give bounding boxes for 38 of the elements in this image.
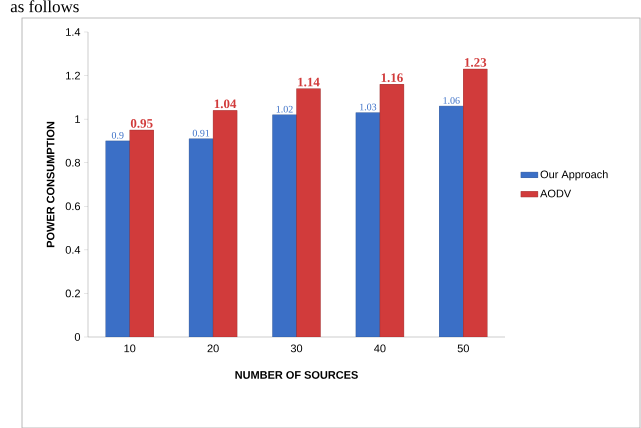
bar <box>106 140 130 337</box>
x-axis-title: NUMBER OF SOURCES <box>235 371 358 379</box>
data-label: 1.03 <box>360 104 376 110</box>
legend-label: Our Approach <box>540 170 608 180</box>
bar <box>463 68 488 337</box>
bar <box>272 114 297 337</box>
bar <box>188 138 214 337</box>
data-label: 1.14 <box>298 78 320 86</box>
bar <box>380 84 404 337</box>
bar <box>356 112 380 337</box>
y-tick-label: 0.6 <box>66 202 80 210</box>
data-label: 1.04 <box>214 99 236 108</box>
y-tick-label: 0.8 <box>66 158 80 167</box>
bar <box>439 106 464 337</box>
data-label: 1.06 <box>443 97 460 104</box>
data-label: 1.02 <box>276 106 293 113</box>
y-axis-title: POWER CONSUMPTION <box>46 122 54 248</box>
x-tick-label: 30 <box>290 344 302 352</box>
y-tick-label: 1 <box>75 115 80 123</box>
data-label: 1.16 <box>382 73 403 82</box>
data-label: 0.9 <box>112 132 124 139</box>
bar <box>212 110 238 337</box>
data-label: 1.23 <box>465 58 486 67</box>
y-tick-label: 1.2 <box>66 72 80 80</box>
x-tick-label: 40 <box>374 344 386 352</box>
legend-label: AODV <box>540 190 572 198</box>
y-tick-label: 1.4 <box>66 28 80 36</box>
data-label: 0.91 <box>192 130 210 137</box>
x-tick-label: 20 <box>208 344 219 352</box>
x-tick-label: 50 <box>458 344 469 352</box>
text: as follows <box>10 0 79 12</box>
data-label: 0.95 <box>130 119 153 128</box>
bar <box>296 88 321 337</box>
bar <box>130 130 154 337</box>
y-tick-label: 0.4 <box>66 246 80 254</box>
x-tick-label: 10 <box>124 344 136 352</box>
y-tick-label: 0.2 <box>66 290 80 298</box>
y-tick-label: 0 <box>74 333 80 341</box>
